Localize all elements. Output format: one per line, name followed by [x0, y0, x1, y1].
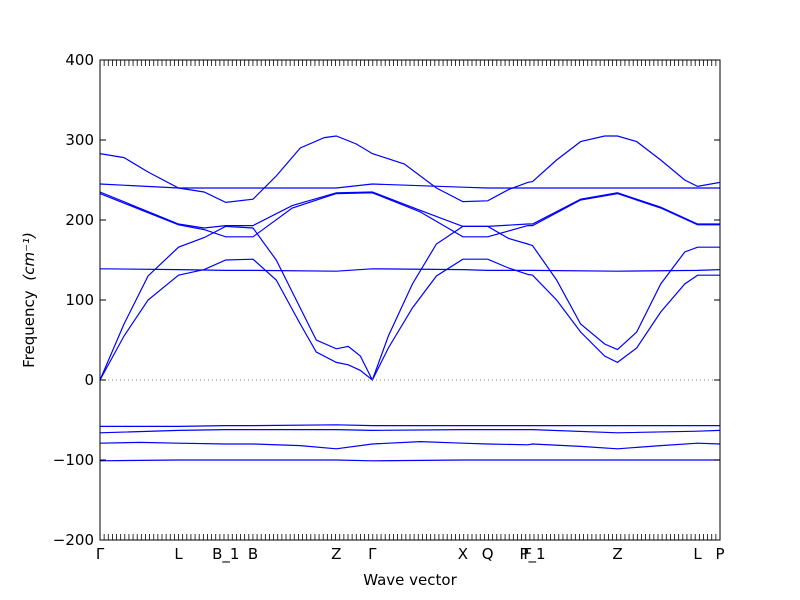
plot-frame [99, 59, 721, 541]
band-line-1 [99, 459, 720, 462]
band-line-9 [99, 191, 720, 229]
series-layer [99, 135, 721, 462]
x-tick-label: Q [482, 545, 494, 563]
y-tick-label: 300 [65, 131, 94, 149]
band-line-11 [99, 135, 721, 204]
y-tick-label: −100 [53, 451, 94, 469]
y-axis-title-text: Frequency [20, 290, 38, 368]
y-tick-label: 400 [65, 51, 94, 69]
x-tick-label: Γ [368, 545, 377, 563]
y-tick-label: 0 [84, 371, 94, 389]
band-line-2 [99, 440, 721, 450]
y-axis-title-unit: (cm⁻¹) [20, 232, 38, 281]
band-line-3 [99, 429, 721, 434]
y-tick-label: 100 [65, 291, 94, 309]
x-tick-label: P [715, 545, 724, 563]
x-tick-label: L [174, 545, 183, 563]
x-tick-label: L [693, 545, 702, 563]
x-tick-label: B_1 [212, 545, 239, 564]
y-tick-label: −200 [53, 531, 94, 549]
x-tick-label: Z [612, 545, 622, 563]
x-axis: Γ L B_1 B Z Γ X Q FP_1 Z L P [96, 60, 725, 564]
x-tick-label: F [523, 545, 532, 563]
y-axis-title: Frequency (cm⁻¹) [20, 232, 38, 368]
band-line-10 [99, 183, 720, 189]
band-line-7 [99, 225, 720, 382]
x-tick-label: X [458, 545, 468, 563]
x-tick-label: B [248, 545, 258, 563]
band-line-6 [99, 268, 721, 272]
x-tick-label: Z [331, 545, 341, 563]
band-line-8 [99, 192, 720, 238]
x-axis-title: Wave vector [363, 571, 457, 589]
x-tick-label: P_1 [520, 545, 546, 564]
band-line-5 [99, 258, 720, 381]
y-tick-label: 200 [65, 211, 94, 229]
band-line-4 [100, 424, 720, 427]
x-tick-label: Γ [96, 545, 105, 563]
y-axis: −200 −100 0 100 200 300 400 [53, 51, 720, 549]
